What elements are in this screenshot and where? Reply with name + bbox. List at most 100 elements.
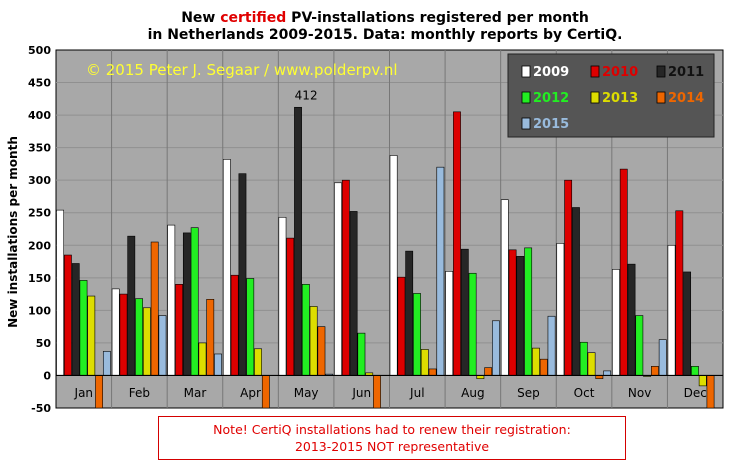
legend-label-2014: 2014 (668, 91, 704, 106)
chart-title: New certified PV-installations registere… (181, 10, 589, 26)
x-tick-label-Nov: Nov (628, 386, 651, 400)
title-part-1: New (181, 10, 220, 26)
y-tick-label: 200 (28, 239, 51, 252)
bar-2012-Aug (468, 272, 477, 376)
bar-2012-Jul (413, 293, 421, 376)
y-tick-label: 450 (28, 77, 51, 90)
x-tick-label-Jul: Jul (409, 386, 424, 400)
bar-2009-Jun (334, 182, 342, 376)
x-tick-label-Mar: Mar (184, 386, 207, 400)
x-tick-label-Jan: Jan (74, 386, 94, 400)
bar-2010-Jul (397, 276, 406, 376)
bar-2011-Feb (127, 235, 136, 376)
bar-2014-Jun (373, 375, 381, 409)
y-tick-labels: -50 0 50 100 150 200 250 300 350 400 450 500 (28, 44, 51, 415)
note-line-2: 2013-2015 NOT representative (294, 439, 490, 454)
bar-2012-Sep (524, 247, 533, 376)
bar-2012-Mar (190, 227, 199, 376)
x-tick-label-Jun: Jun (351, 386, 371, 400)
y-axis-label: New installations per month (6, 136, 20, 328)
bar-2011-Oct (572, 207, 580, 376)
bar-2009-Feb (111, 288, 120, 376)
legend-swatch-2009 (521, 65, 531, 78)
bar-2010-Sep (508, 249, 517, 376)
x-tick-label-Apr: Apr (240, 386, 261, 400)
x-tick-label-Aug: Aug (461, 386, 484, 400)
note-line-1: Note! CertiQ installations had to renew … (213, 422, 571, 437)
x-tick-label-Sep: Sep (517, 386, 540, 400)
y-tick-label: 50 (36, 337, 52, 350)
bar-2009-Aug (445, 271, 454, 376)
bar-2013-Sep (532, 347, 540, 376)
legend-label-2013: 2013 (602, 91, 638, 106)
y-tick-label: 150 (28, 272, 51, 285)
bar-2015-Aug (492, 320, 500, 376)
bar-2012-Apr (246, 278, 255, 376)
bar-2010-Oct (564, 179, 573, 376)
bar-2013-Dec (698, 375, 707, 387)
bar-2011-May (294, 106, 302, 376)
bar-2009-Dec (667, 244, 676, 376)
bar-2012-Jun (357, 332, 366, 376)
bar-2014-Nov (651, 366, 659, 376)
bar-2009-Jan (56, 209, 64, 376)
legend-label-2009: 2009 (533, 65, 569, 80)
bar-2009-Nov (612, 269, 620, 376)
legend-label-2015: 2015 (533, 117, 569, 132)
bar-2013-May (309, 306, 318, 376)
bar-2009-Apr (222, 159, 231, 376)
bar-2012-Feb (135, 298, 143, 376)
bar-2009-Mar (167, 224, 176, 376)
bar-2014-Jul (428, 368, 437, 376)
bar-2010-Dec (675, 210, 684, 376)
bar-2012-May (301, 284, 310, 376)
month-separators (111, 50, 668, 408)
legend-box (507, 53, 715, 138)
bar-2010-Mar (175, 284, 183, 376)
legend-label-2011: 2011 (668, 65, 704, 80)
legend-swatch-2013 (590, 91, 600, 104)
title-part-3: PV-installations registered per month (286, 10, 589, 26)
bar-2015-Jul (436, 166, 445, 376)
bar-2011-Jul (405, 250, 414, 376)
bar-2009-Oct (556, 243, 565, 376)
x-tick-label-Oct: Oct (574, 386, 595, 400)
legend-swatch-2012 (521, 91, 531, 104)
bar-2010-Apr (230, 274, 239, 376)
bar-2013-Jul (420, 349, 429, 376)
bar-2011-Aug (460, 248, 469, 376)
y-tick-label: 250 (28, 207, 51, 220)
bar-2015-Jan (102, 351, 111, 376)
bar-2009-Sep (500, 199, 509, 376)
bar-2013-Feb (142, 307, 151, 376)
legend-label-2012: 2012 (533, 91, 569, 106)
y-tick-label: 350 (28, 142, 51, 155)
bar-2014-Dec (706, 375, 715, 409)
bar-2012-Jan (79, 280, 88, 376)
y-tick-label: 100 (28, 304, 51, 317)
x-tick-label-Dec: Dec (684, 386, 707, 400)
annotation-label: 412 (295, 88, 318, 102)
bar-2010-Jun (341, 179, 350, 376)
bar-2015-Mar (214, 353, 222, 376)
note-box: Note! CertiQ installations had to renew … (158, 416, 626, 460)
bar-2011-Sep (516, 256, 525, 376)
bar-2009-Jul (389, 155, 398, 376)
bar-2012-Oct (579, 341, 588, 376)
bar-2013-Mar (198, 342, 207, 376)
bar-2014-Aug (484, 367, 493, 376)
bar-2011-Dec (683, 271, 692, 376)
y-tick-label: 400 (28, 109, 51, 122)
x-tick-labels: Jan Feb Mar Apr May Jun Jul Aug Sep Oct Nov Dec (74, 386, 707, 400)
chart-subtitle: in Netherlands 2009-2015. Data: monthly … (148, 27, 623, 43)
bar-2013-Jan (87, 295, 96, 376)
bar-2011-Nov (627, 263, 636, 376)
bar-2014-Sep (539, 358, 548, 376)
legend-swatch-2014 (656, 91, 666, 104)
bar-2010-Jan (63, 254, 72, 376)
legend: 2009 2010 2011 2012 2013 2014 2015 (521, 65, 704, 132)
bar-2010-Aug (453, 111, 461, 376)
bar-2009-May (278, 216, 287, 376)
bar-2015-Oct (603, 370, 612, 376)
y-tick-label: -50 (31, 402, 51, 415)
